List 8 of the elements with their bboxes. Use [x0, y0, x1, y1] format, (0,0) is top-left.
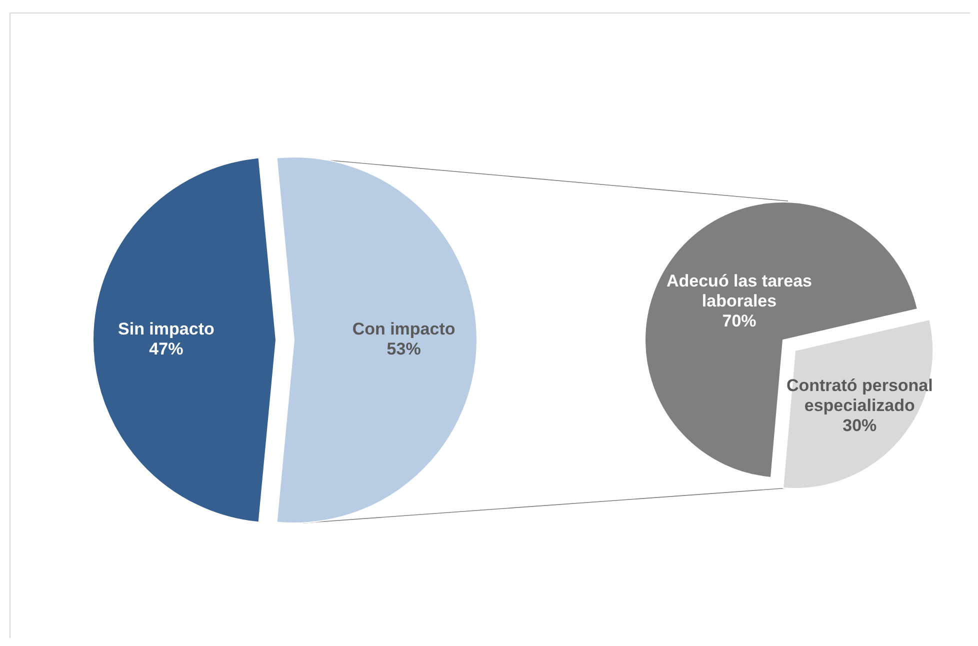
- data-label: 70%: [722, 311, 756, 330]
- data-label: 47%: [149, 339, 184, 358]
- slice-label: Sin impacto: [118, 319, 214, 338]
- slice-label: Con impacto: [352, 319, 456, 338]
- slice-label: Adecuó las tareas laborales: [666, 271, 812, 310]
- data-label: 30%: [842, 416, 877, 436]
- slice-label: Contrató personal especializado: [786, 376, 933, 416]
- data-label: 53%: [386, 339, 421, 358]
